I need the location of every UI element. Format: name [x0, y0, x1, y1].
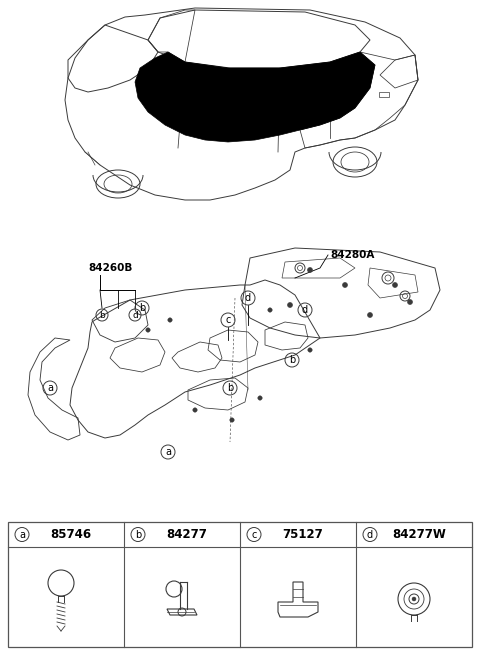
Text: a: a	[165, 447, 171, 457]
Circle shape	[308, 267, 312, 272]
Text: a: a	[19, 529, 25, 540]
Text: 75127: 75127	[283, 528, 324, 541]
Circle shape	[368, 312, 372, 318]
Text: c: c	[252, 529, 257, 540]
Circle shape	[288, 303, 292, 307]
Text: b: b	[135, 529, 141, 540]
Text: 84277: 84277	[167, 528, 207, 541]
Circle shape	[412, 597, 416, 601]
Circle shape	[168, 318, 172, 322]
Circle shape	[343, 282, 348, 288]
Circle shape	[193, 408, 197, 412]
Text: b: b	[227, 383, 233, 393]
Circle shape	[408, 299, 412, 305]
Text: 84260B: 84260B	[88, 263, 132, 273]
Circle shape	[308, 348, 312, 352]
Text: b: b	[289, 355, 295, 365]
Circle shape	[146, 328, 150, 332]
Text: d: d	[245, 293, 251, 303]
Polygon shape	[135, 52, 375, 142]
Text: b: b	[139, 303, 145, 313]
Text: 84277W: 84277W	[392, 528, 446, 541]
Bar	[8, 522, 472, 647]
Text: d: d	[302, 305, 308, 315]
Text: c: c	[225, 315, 231, 325]
Text: 84280A: 84280A	[330, 250, 374, 260]
Text: d: d	[367, 529, 373, 540]
Text: a: a	[47, 383, 53, 393]
Bar	[379, 92, 389, 97]
Text: b: b	[99, 310, 105, 320]
Circle shape	[230, 418, 234, 422]
Circle shape	[268, 308, 272, 312]
Circle shape	[393, 282, 397, 288]
Circle shape	[258, 396, 262, 400]
Bar	[334, 102, 344, 107]
Text: d: d	[132, 310, 138, 320]
Text: 85746: 85746	[50, 528, 92, 541]
